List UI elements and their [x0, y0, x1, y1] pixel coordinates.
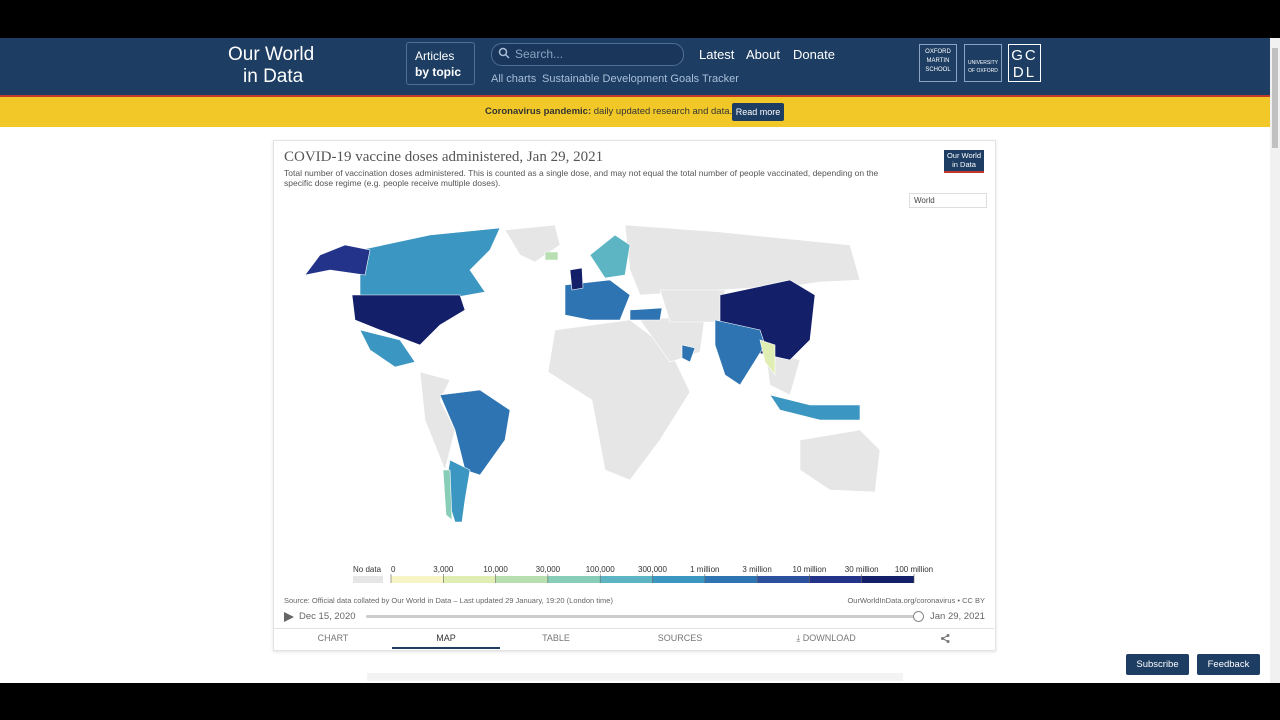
bottom-bar	[0, 683, 1280, 720]
country[interactable]	[544, 251, 559, 261]
country[interactable]	[564, 279, 631, 321]
tab[interactable]: SOURCES	[657, 633, 703, 643]
sub-link[interactable]: Sustainable Development Goals Tracker	[542, 73, 739, 85]
legend-label: 100 million	[895, 565, 933, 574]
chart-subtitle: Total number of vaccination doses admini…	[284, 168, 879, 188]
play-button[interactable]	[283, 611, 295, 623]
top-bar	[0, 0, 1280, 38]
country[interactable]	[359, 227, 501, 301]
search-box[interactable]	[491, 43, 684, 66]
feedback-button[interactable]: Feedback	[1197, 654, 1260, 675]
country[interactable]	[419, 371, 456, 471]
legend-swatch	[495, 576, 548, 583]
legend-label: 30,000	[536, 565, 561, 574]
active-tab-underline	[392, 647, 500, 649]
legend-label: 3,000	[433, 565, 454, 574]
tab[interactable]: TABLE	[542, 633, 570, 643]
legend-label: 0	[391, 565, 396, 574]
logo[interactable]: in Data	[243, 66, 304, 87]
world-map	[304, 224, 881, 523]
nav-link[interactable]: Donate	[793, 47, 835, 62]
search-placeholder: Search...	[515, 47, 564, 61]
banner-bold: Coronavirus pandemic:	[485, 106, 592, 117]
legend-label: 100,000	[586, 565, 615, 574]
read-more-button[interactable]: Read more	[732, 103, 784, 121]
legend-label: No data	[353, 565, 382, 574]
country[interactable]	[439, 389, 511, 476]
legend-swatch	[757, 576, 810, 583]
legend-label: 300,000	[638, 565, 667, 574]
legend-swatch	[353, 576, 383, 583]
sub-link[interactable]: All charts	[491, 73, 537, 85]
legend-swatch	[443, 576, 496, 583]
logo[interactable]: Our World	[228, 44, 315, 65]
region-select[interactable]: World	[909, 193, 987, 208]
country[interactable]	[624, 224, 861, 296]
tab-active[interactable]: MAP	[436, 633, 456, 643]
source-note: Source: Official data collated by Our Wo…	[284, 596, 613, 605]
country[interactable]	[442, 469, 453, 521]
legend-label: 10,000	[483, 565, 508, 574]
articles-menu[interactable]	[406, 42, 475, 85]
nav-border	[0, 95, 1270, 97]
source-url[interactable]: OurWorldInData.org/coronavirus • CC BY	[847, 596, 985, 605]
country[interactable]	[659, 289, 726, 323]
legend-label: 1 million	[690, 565, 719, 574]
legend-swatch	[861, 576, 914, 583]
search-icon	[498, 47, 510, 59]
legend-swatch	[600, 576, 653, 583]
country[interactable]	[589, 234, 631, 279]
partner-logo[interactable]: GCDL	[1008, 44, 1041, 82]
country[interactable]	[304, 244, 371, 276]
partner-logo[interactable]: OXFORD MARTIN SCHOOL	[919, 44, 957, 82]
country[interactable]	[799, 429, 881, 493]
legend-swatch	[809, 576, 862, 583]
legend-label: 30 million	[845, 565, 879, 574]
timeline-handle[interactable]	[913, 611, 924, 622]
country[interactable]	[769, 394, 861, 421]
banner	[0, 97, 1270, 127]
articles-label: Articles	[415, 49, 455, 63]
chart-title: COVID-19 vaccine doses administered, Jan…	[284, 149, 604, 165]
country[interactable]	[714, 319, 766, 386]
scrollbar[interactable]	[1270, 38, 1280, 683]
badge-text: in Data	[952, 160, 976, 169]
country[interactable]	[569, 267, 584, 291]
legend-swatch	[547, 576, 601, 583]
chart-card	[273, 140, 996, 651]
partner-logo[interactable]: UNIVERSITY OF OXFORD	[964, 44, 1002, 82]
legend-swatch	[652, 576, 705, 583]
nav-link[interactable]: Latest	[699, 47, 735, 62]
country[interactable]	[359, 329, 416, 368]
legend-swatch	[704, 576, 758, 583]
banner-text: Coronavirus pandemic: daily updated rese…	[485, 106, 732, 117]
tab-label: DOWNLOAD	[802, 633, 856, 643]
next-section	[367, 673, 903, 681]
timeline-track[interactable]	[366, 615, 919, 618]
owid-badge[interactable]: Our World in Data	[944, 150, 984, 173]
articles-label: by topic	[415, 65, 462, 79]
timeline-end: Jan 29, 2021	[930, 611, 985, 622]
country[interactable]	[547, 319, 691, 481]
scrollbar-thumb[interactable]	[1272, 48, 1278, 148]
legend-label: 10 million	[793, 565, 827, 574]
country[interactable]	[629, 307, 663, 321]
subscribe-button[interactable]: Subscribe	[1126, 654, 1189, 675]
tab-divider	[274, 628, 994, 629]
share-icon[interactable]	[941, 634, 950, 643]
badge-text: Our World	[946, 151, 982, 160]
country[interactable]	[351, 294, 466, 346]
tab[interactable]: ⤓ DOWNLOAD	[796, 633, 856, 643]
legend-label: 3 million	[742, 565, 771, 574]
nav-link[interactable]: About	[746, 47, 780, 62]
country[interactable]	[681, 344, 696, 363]
tab[interactable]: CHART	[317, 633, 349, 643]
banner-text: daily updated research and data.	[593, 106, 733, 117]
legend-swatch	[391, 576, 444, 583]
legend: No data 0 3,000 10,000 30,000 100,000 300,000…	[353, 565, 933, 583]
country[interactable]	[759, 339, 776, 376]
timeline-start: Dec 15, 2020	[299, 611, 356, 622]
